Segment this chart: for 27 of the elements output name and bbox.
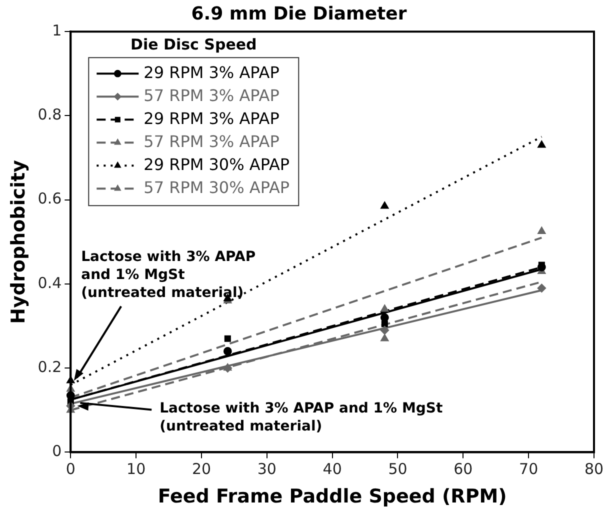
x-tick-label: 50 (388, 460, 408, 478)
legend-label: 57 RPM 30% APAP (144, 178, 290, 197)
annotation: Lactose with 3% APAP and 1% MgSt (untreated material) (81, 248, 256, 301)
x-tick-label: 60 (454, 460, 473, 478)
x-tick-label: 30 (257, 460, 276, 478)
legend-label: 57 RPM 3% APAP (144, 132, 280, 151)
x-tick-label: 0 (66, 460, 76, 478)
x-axis-title: Feed Frame Paddle Speed (RPM) (158, 486, 507, 508)
chart-title: 6.9 mm Die Diameter (191, 3, 407, 24)
x-tick-label: 70 (519, 460, 538, 478)
x-tick-label: 80 (584, 460, 604, 478)
y-tick-label: 0.8 (38, 106, 62, 124)
x-tick-label: 20 (192, 460, 212, 478)
annotation: Lactose with 3% APAP and 1% MgSt (untreated material) (160, 400, 443, 434)
y-tick-label: 0.4 (38, 274, 62, 292)
legend-label: 29 RPM 3% APAP (144, 62, 280, 82)
y-tick-label: 0.2 (38, 358, 62, 376)
y-axis-title: Hydrophobicity (7, 159, 30, 324)
y-tick-label: 1 (52, 21, 62, 40)
y-tick-label: 0.6 (38, 190, 62, 208)
x-tick-label: 10 (126, 460, 146, 478)
x-tick-label: 40 (322, 460, 342, 478)
legend-label: 57 RPM 3% APAP (144, 86, 280, 105)
legend-label: 29 RPM 30% APAP (144, 154, 290, 174)
legend-label: 29 RPM 3% APAP (144, 108, 280, 128)
y-tick-label: 0 (52, 442, 62, 460)
legend-title: Die Disc Speed (130, 35, 257, 54)
